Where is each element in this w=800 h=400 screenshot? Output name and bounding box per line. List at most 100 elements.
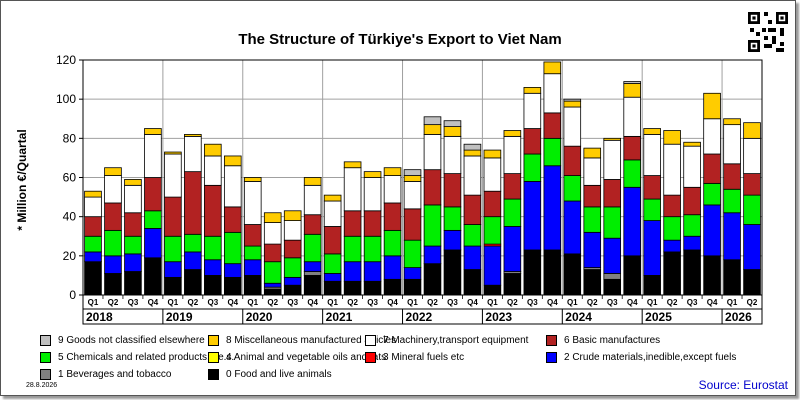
bar-segment: [84, 190, 102, 198]
bar-segment: [723, 124, 741, 165]
bar-segment: [703, 255, 721, 296]
year-label: 2020: [246, 310, 273, 324]
bar-segment: [164, 261, 182, 278]
bar-segment: [303, 214, 322, 235]
bar-segment: [503, 273, 522, 296]
bar-segment: [124, 212, 142, 237]
legend-swatch: [208, 335, 219, 346]
bar-segment: [343, 280, 362, 296]
bar-segment: [363, 171, 382, 178]
bar-segment: [583, 269, 602, 296]
bar-segment: [223, 206, 242, 233]
year-label: 2023: [485, 310, 512, 324]
bar-segment: [383, 167, 402, 176]
bar-segment: [204, 259, 222, 276]
bar-segment: [323, 200, 342, 227]
bar-segment: [443, 173, 462, 208]
bar-segment: [523, 249, 542, 296]
bar-segment: [703, 182, 721, 206]
year-label: 2019: [166, 310, 193, 324]
bar-segment: [323, 280, 342, 296]
bar-segment: [423, 169, 442, 206]
legend-label: 0 Food and live animals: [226, 369, 332, 380]
bar-segment: [563, 98, 582, 102]
legend-swatch: [208, 352, 219, 363]
legend-item-8: 8 Miscellaneous manufactured articles: [208, 335, 396, 346]
bar-segment: [363, 280, 382, 296]
legend: 9 Goods not classified elsewhere 8 Miscel…: [40, 335, 740, 385]
legend-label: 2 Crude materials,inedible,except fuels: [564, 352, 737, 363]
bar-segment: [723, 259, 741, 296]
source-label: Source: Eurostat: [698, 378, 788, 392]
bar-segment: [403, 208, 422, 241]
bar-segment: [303, 177, 322, 186]
bar-segment: [603, 278, 622, 296]
legend-label: 1 Beverages and tobacco: [58, 369, 172, 380]
bar-segment: [623, 83, 641, 98]
bar-segment: [743, 137, 761, 174]
bar-segment: [483, 157, 502, 192]
bar-segment: [463, 194, 482, 225]
legend-item-1: 1 Beverages and tobacco: [40, 369, 171, 380]
bar-segment: [343, 161, 362, 169]
bar-segment: [563, 253, 582, 296]
x-tick-label: Q2: [747, 298, 758, 307]
legend-swatch: [40, 352, 51, 363]
bar-segment: [144, 257, 162, 296]
bar-segment: [403, 267, 422, 280]
bar-segment: [423, 124, 442, 135]
x-tick-label: Q1: [88, 298, 99, 307]
bar-segment: [223, 263, 242, 278]
bar-segment: [483, 216, 502, 245]
legend-swatch: [40, 369, 51, 380]
x-tick-label: Q2: [587, 298, 598, 307]
x-tick-label: Q4: [467, 298, 478, 307]
bar-segment: [583, 147, 602, 159]
bar-segment: [323, 273, 342, 282]
bar-segment: [603, 206, 622, 239]
bar-segment: [164, 151, 182, 155]
bar-segment: [723, 163, 741, 190]
y-tick-label: 100: [56, 92, 76, 106]
x-tick-label: Q3: [367, 298, 378, 307]
bar-segment: [343, 261, 362, 282]
bar-segment: [603, 273, 622, 280]
bar-segment: [483, 149, 502, 159]
bar-segment: [303, 271, 322, 276]
bar-segment: [184, 135, 202, 173]
bar-segment: [703, 204, 721, 257]
year-label: 2026: [725, 310, 752, 324]
bar-segment: [663, 239, 681, 253]
bar-segment: [363, 261, 382, 282]
bar-segment: [683, 249, 701, 296]
bar-segment: [583, 157, 602, 186]
bar-segment: [204, 155, 222, 186]
x-tick-label: Q3: [287, 298, 298, 307]
bar-segment: [84, 251, 102, 263]
bar-segment: [643, 220, 661, 276]
x-tick-label: Q2: [347, 298, 358, 307]
x-tick-label: Q4: [627, 298, 638, 307]
bar-segment: [603, 137, 622, 141]
legend-label: 4 Animal and vegetable oils and fats: [226, 352, 387, 363]
bar-segment: [184, 251, 202, 270]
bar-segment: [523, 128, 542, 155]
chart-title: The Structure of Türkiye's Export to Vie…: [238, 31, 562, 48]
bar-segment: [124, 253, 142, 272]
bar-segment: [303, 261, 322, 272]
year-label: 2018: [86, 310, 113, 324]
bar-segment: [223, 155, 242, 167]
bar-segment: [263, 222, 282, 245]
bar-segment: [403, 278, 422, 296]
bar-segment: [204, 235, 222, 261]
x-tick-label: Q3: [128, 298, 139, 307]
bar-segment: [223, 165, 242, 208]
bar-segment: [443, 206, 462, 231]
bar-segment: [243, 259, 262, 276]
legend-label: 9 Goods not classified elsewhere: [58, 335, 205, 346]
bar-segment: [403, 169, 422, 176]
bar-segment: [503, 226, 522, 272]
bar-segment: [104, 167, 122, 176]
bar-segment: [463, 245, 482, 270]
bar-segment: [184, 269, 202, 296]
